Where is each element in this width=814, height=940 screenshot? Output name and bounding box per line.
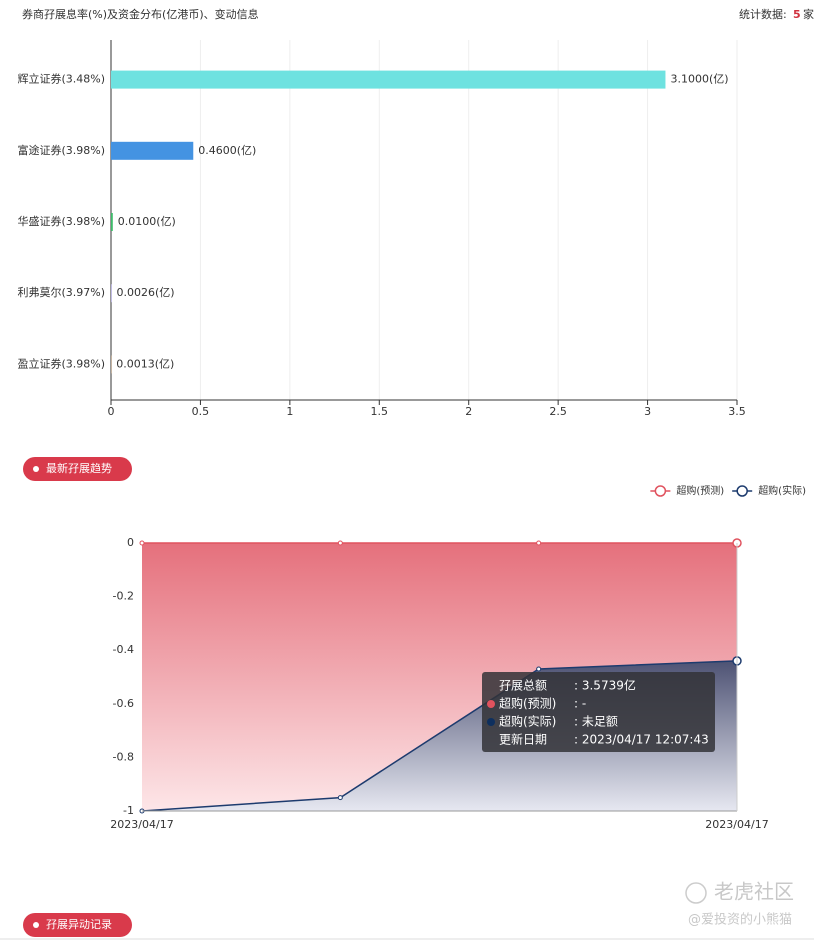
- y-tick-label: -0.4: [113, 643, 134, 656]
- section-pill: 孖展异动记录: [23, 913, 132, 937]
- x-tick-label: 2023/04/17: [110, 818, 173, 831]
- tooltip-key: 超购(预测): [499, 696, 556, 711]
- value-label: 0.4600(亿): [198, 144, 256, 157]
- point: [536, 666, 542, 672]
- x-tick-label: 0.5: [192, 405, 210, 418]
- pill-bg: [23, 913, 132, 937]
- tooltip-bg: [482, 672, 715, 752]
- x-tick-label: 1: [286, 405, 293, 418]
- value-label: 0.0100(亿): [118, 215, 176, 228]
- x-tick-label: 3: [644, 405, 651, 418]
- x-tick-label: 2023/04/17: [705, 818, 768, 831]
- legend-label: 超购(实际): [758, 484, 806, 497]
- page-title: 券商孖展息率(%)及资金分布(亿港币)、变动信息: [22, 7, 259, 21]
- tooltip-key: 超购(实际): [499, 714, 556, 729]
- section-title: 孖展异动记录: [46, 918, 112, 931]
- bar: [111, 141, 194, 160]
- section-title: 最新孖展趋势: [46, 461, 112, 475]
- x-tick-label: 2: [465, 405, 472, 418]
- y-tick-label: -0.2: [113, 590, 134, 603]
- tooltip-key: 更新日期: [499, 732, 547, 747]
- pill-dot: [33, 922, 39, 928]
- y-tick-label: 富途证券(3.98%): [17, 143, 105, 157]
- y-tick-label: -0.6: [113, 697, 134, 710]
- pill-dot: [33, 466, 39, 472]
- x-tick-label: 1.5: [371, 405, 389, 418]
- value-label: 0.0013(亿): [116, 357, 174, 370]
- bar: [111, 213, 113, 231]
- value-label: 0.0026(亿): [116, 286, 174, 299]
- legend-label: 超购(预测): [676, 484, 724, 497]
- tooltip-dot: [487, 700, 495, 708]
- point: [337, 795, 343, 801]
- value-label: 3.1000(亿): [670, 73, 728, 86]
- point: [139, 540, 145, 546]
- y-tick-label: 辉立证券(3.48%): [17, 72, 105, 86]
- legend-marker: [736, 485, 748, 497]
- watermark-icon: [685, 882, 707, 904]
- tooltip-value: : 2023/04/17 12:07:43: [574, 733, 709, 747]
- bar: [111, 70, 666, 89]
- point: [337, 540, 343, 546]
- y-tick-label: 盈立证券(3.98%): [17, 356, 105, 370]
- x-tick-label: 2.5: [549, 405, 567, 418]
- x-tick-label: 3.5: [728, 405, 746, 418]
- tooltip-key: 孖展总额: [499, 679, 547, 693]
- stat-label: 统计数据:: [739, 7, 787, 21]
- y-tick-label: -1: [123, 804, 134, 817]
- tooltip-dot: [487, 718, 495, 726]
- y-tick-label: 华盛证券(3.98%): [17, 214, 105, 228]
- y-tick-label: 0: [127, 536, 134, 549]
- watermark-brand: 老虎社区: [714, 880, 794, 904]
- point: [536, 540, 542, 546]
- pill-bg: [23, 457, 132, 481]
- line: [141, 660, 738, 812]
- watermark: 老虎社区 @爱投资的小熊猫: [685, 880, 794, 928]
- x-tick-label: 0: [108, 405, 115, 418]
- watermark-author: @爱投资的小熊猫: [688, 912, 792, 928]
- y-tick-label: -0.8: [113, 750, 134, 763]
- tooltip-value: : -: [574, 697, 586, 711]
- section-pill: 最新孖展趋势: [23, 457, 132, 481]
- tooltip-value: : 未足额: [574, 715, 618, 729]
- stat-unit: 家: [803, 7, 814, 21]
- y-tick-label: 利弗莫尔(3.97%): [17, 285, 105, 299]
- stat-value: 5: [793, 8, 801, 21]
- legend-marker: [654, 485, 667, 497]
- tooltip-value: : 3.5739亿: [574, 678, 636, 693]
